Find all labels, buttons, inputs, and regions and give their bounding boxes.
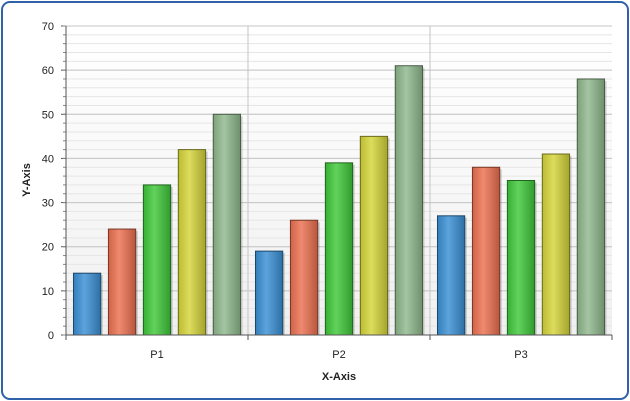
bar bbox=[506, 180, 536, 336]
bar bbox=[576, 78, 606, 336]
y-tick-label: 20 bbox=[42, 242, 54, 254]
x-tick-label: P3 bbox=[514, 349, 527, 361]
bar bbox=[212, 113, 242, 336]
y-tick-label: 40 bbox=[42, 153, 54, 165]
y-axis-title: Y-Axis bbox=[21, 163, 33, 197]
bar bbox=[436, 215, 466, 336]
y-tick-label: 50 bbox=[42, 109, 54, 121]
axes bbox=[61, 25, 613, 340]
bar bbox=[471, 166, 501, 336]
y-tick-label: 0 bbox=[48, 330, 54, 342]
y-tick-label: 60 bbox=[42, 65, 54, 77]
bar bbox=[107, 228, 137, 336]
x-axis-title: X-Axis bbox=[322, 371, 356, 383]
y-tick-label: 30 bbox=[42, 198, 54, 210]
bar bbox=[541, 153, 571, 336]
bar bbox=[289, 219, 319, 336]
bar bbox=[72, 272, 102, 336]
y-tick-label: 10 bbox=[42, 286, 54, 298]
bar bbox=[359, 135, 389, 336]
y-tick-label: 70 bbox=[42, 21, 54, 33]
bar bbox=[254, 250, 284, 336]
bar bbox=[394, 65, 424, 336]
x-tick-label: P1 bbox=[150, 349, 163, 361]
bar bbox=[142, 184, 172, 336]
bar bbox=[324, 162, 354, 336]
bars bbox=[72, 65, 607, 336]
x-tick-label: P2 bbox=[332, 349, 345, 361]
bar bbox=[177, 149, 207, 336]
